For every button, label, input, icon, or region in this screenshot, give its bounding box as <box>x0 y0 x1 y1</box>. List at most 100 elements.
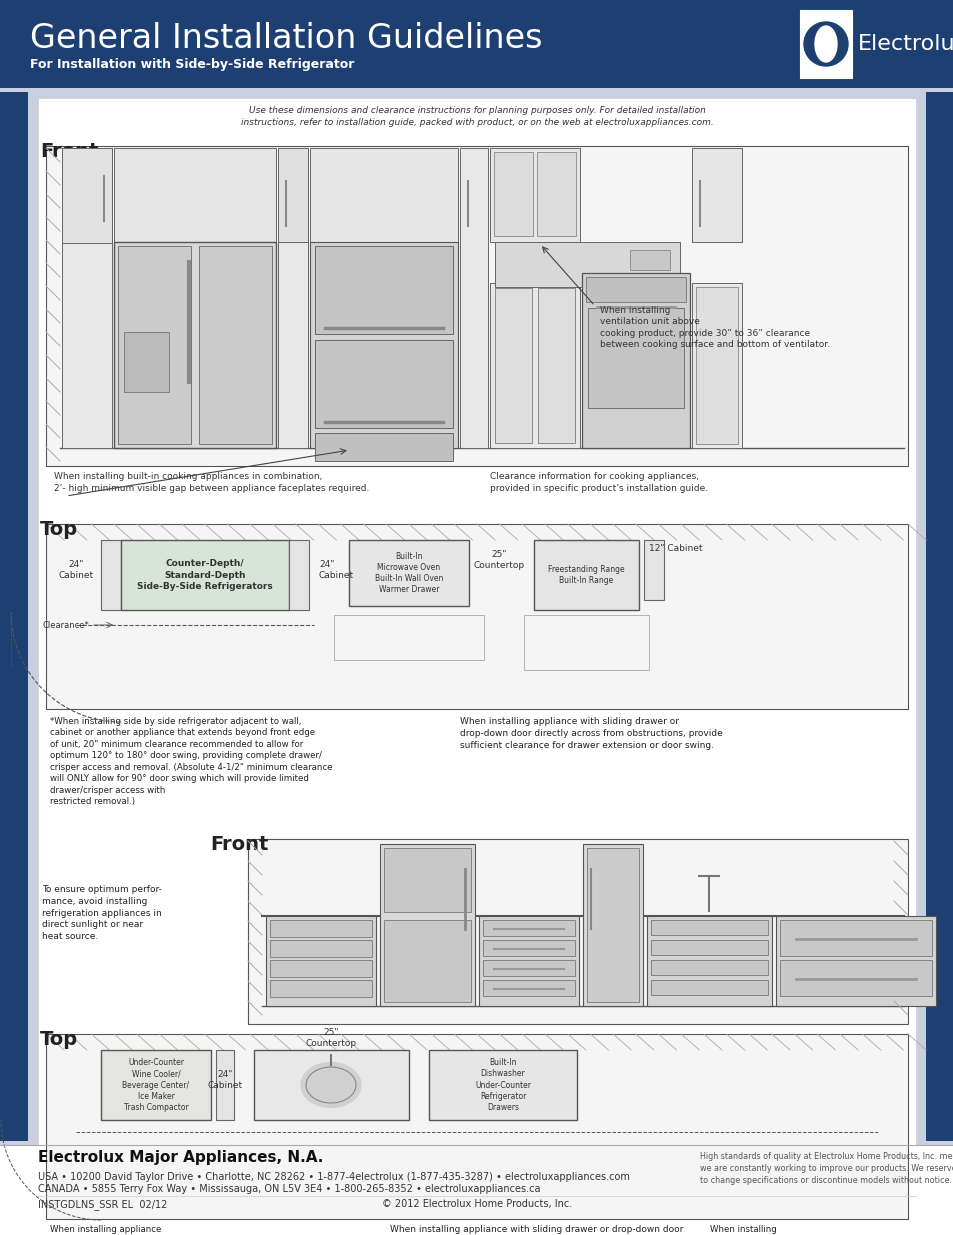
Bar <box>118 246 191 445</box>
Text: When installing appliance with sliding drawer or drop-down door
directly across : When installing appliance with sliding d… <box>390 1225 682 1235</box>
Text: When installing
ventilation unit above
cooking product, provide 30” to 36” clear: When installing ventilation unit above c… <box>599 306 829 350</box>
Bar <box>379 844 475 1007</box>
Bar <box>696 287 738 445</box>
Text: 24"
Cabinet: 24" Cabinet <box>207 1070 242 1091</box>
Bar <box>459 148 488 448</box>
Text: Clearance information for cooking appliances,
provided in specific product’s ins: Clearance information for cooking applia… <box>490 472 707 493</box>
Text: Clearance*: Clearance* <box>42 620 89 630</box>
Bar <box>780 920 931 956</box>
Bar <box>586 848 639 1002</box>
Bar <box>270 981 372 997</box>
Bar <box>38 98 915 1145</box>
Circle shape <box>803 22 847 65</box>
Bar <box>248 839 907 1024</box>
Bar <box>429 1050 577 1120</box>
Bar <box>277 148 308 448</box>
Text: 25"
Countertop: 25" Countertop <box>305 1028 356 1049</box>
Bar <box>490 283 579 448</box>
Bar <box>101 1050 211 1120</box>
Text: Use these dimensions and clearance instructions for planning purposes only. For : Use these dimensions and clearance instr… <box>240 106 713 127</box>
Bar <box>62 148 112 243</box>
Text: Freestanding Range
Built-In Range: Freestanding Range Built-In Range <box>547 564 623 585</box>
Bar <box>289 540 309 610</box>
Bar <box>46 1034 907 1219</box>
Bar <box>800 10 851 78</box>
Text: When installing appliance
with side-swing door
adjacent to wall, cabinet,
or oth: When installing appliance with side-swin… <box>50 1225 171 1235</box>
Bar <box>46 146 907 466</box>
Bar <box>310 242 457 448</box>
Bar <box>495 242 679 287</box>
Text: 24"
Cabinet: 24" Cabinet <box>318 559 354 580</box>
Text: When installing appliance with sliding drawer or
drop-down door directly across : When installing appliance with sliding d… <box>459 718 722 750</box>
Bar <box>534 540 639 610</box>
Text: Under-Counter
Wine Cooler/
Beverage Center/
Ice Maker
Trash Compactor: Under-Counter Wine Cooler/ Beverage Cent… <box>122 1058 190 1112</box>
Bar <box>384 848 471 911</box>
Bar <box>775 916 935 1007</box>
Bar <box>334 615 483 659</box>
Text: Built-In
Microwave Oven
Built-In Wall Oven
Warmer Drawer: Built-In Microwave Oven Built-In Wall Ov… <box>375 552 443 594</box>
Text: Front: Front <box>210 835 268 853</box>
Bar <box>121 540 289 610</box>
Bar <box>384 920 471 1002</box>
Bar <box>537 152 576 236</box>
Text: © 2012 Electrolux Home Products, Inc.: © 2012 Electrolux Home Products, Inc. <box>381 1199 572 1209</box>
Bar <box>46 524 907 709</box>
Bar <box>650 981 767 995</box>
Text: Counter-Depth/
Standard-Depth
Side-By-Side Refrigerators: Counter-Depth/ Standard-Depth Side-By-Si… <box>137 559 273 590</box>
Bar <box>581 273 689 448</box>
Bar <box>482 940 575 956</box>
Bar <box>582 844 642 1007</box>
Bar <box>478 916 578 1007</box>
Bar <box>0 88 953 1145</box>
Bar <box>314 246 453 333</box>
Text: High standards of quality at Electrolux Home Products, Inc. mean
we are constant: High standards of quality at Electrolux … <box>700 1152 953 1184</box>
Bar <box>314 340 453 429</box>
Text: Top: Top <box>40 1030 78 1049</box>
Bar <box>0 91 28 1141</box>
Bar <box>482 960 575 976</box>
Bar <box>277 148 308 242</box>
Bar <box>482 920 575 936</box>
Bar <box>124 332 169 391</box>
Text: USA • 10200 David Taylor Drive • Charlotte, NC 28262 • 1-877-4electrolux (1-877-: USA • 10200 David Taylor Drive • Charlot… <box>38 1172 629 1182</box>
Bar <box>310 148 457 242</box>
Bar <box>215 1050 233 1120</box>
Bar <box>0 0 953 88</box>
Bar <box>101 540 121 610</box>
Bar <box>643 540 663 600</box>
Text: CANADA • 5855 Terry Fox Way • Mississauga, ON L5V 3E4 • 1-800-265-8352 • electro: CANADA • 5855 Terry Fox Way • Mississaug… <box>38 1184 540 1194</box>
Bar <box>270 940 372 957</box>
Text: Front: Front <box>40 142 98 161</box>
Bar <box>523 615 648 671</box>
Text: Built-In
Dishwasher
Under-Counter
Refrigerator
Drawers: Built-In Dishwasher Under-Counter Refrig… <box>475 1058 531 1112</box>
Text: Electrolux Major Appliances, N.A.: Electrolux Major Appliances, N.A. <box>38 1150 323 1165</box>
Text: Top: Top <box>40 520 78 538</box>
Ellipse shape <box>814 26 836 62</box>
Bar <box>113 242 275 448</box>
Bar <box>482 981 575 995</box>
Text: When installing built-in cooking appliances in combination,
2’- high minimum vis: When installing built-in cooking applian… <box>54 472 369 493</box>
Bar <box>495 288 532 443</box>
Text: For Installation with Side-by-Side Refrigerator: For Installation with Side-by-Side Refri… <box>30 58 354 70</box>
Bar <box>537 288 575 443</box>
Bar <box>270 920 372 937</box>
Ellipse shape <box>301 1062 360 1108</box>
Bar <box>266 916 375 1007</box>
Text: 12" Cabinet: 12" Cabinet <box>648 543 701 553</box>
Text: General Installation Guidelines: General Installation Guidelines <box>30 22 542 56</box>
Text: 24"
Cabinet: 24" Cabinet <box>58 559 93 580</box>
Text: 25"
Countertop: 25" Countertop <box>473 550 524 571</box>
Bar <box>925 91 953 1141</box>
Bar <box>780 960 931 995</box>
Bar <box>62 148 112 448</box>
Bar <box>585 277 685 303</box>
Text: *When installing side by side refrigerator adjacent to wall,
cabinet or another : *When installing side by side refrigerat… <box>50 718 333 806</box>
Bar <box>646 916 771 1007</box>
Bar <box>253 1050 409 1120</box>
Text: To ensure optimum perfor-
mance, avoid installing
refrigeration appliances in
di: To ensure optimum perfor- mance, avoid i… <box>42 885 162 941</box>
Bar <box>494 152 533 236</box>
Bar <box>199 246 272 445</box>
Text: INSTGDLNS_SSR EL  02/12: INSTGDLNS_SSR EL 02/12 <box>38 1199 167 1210</box>
Bar <box>314 433 453 461</box>
Bar <box>691 283 741 448</box>
